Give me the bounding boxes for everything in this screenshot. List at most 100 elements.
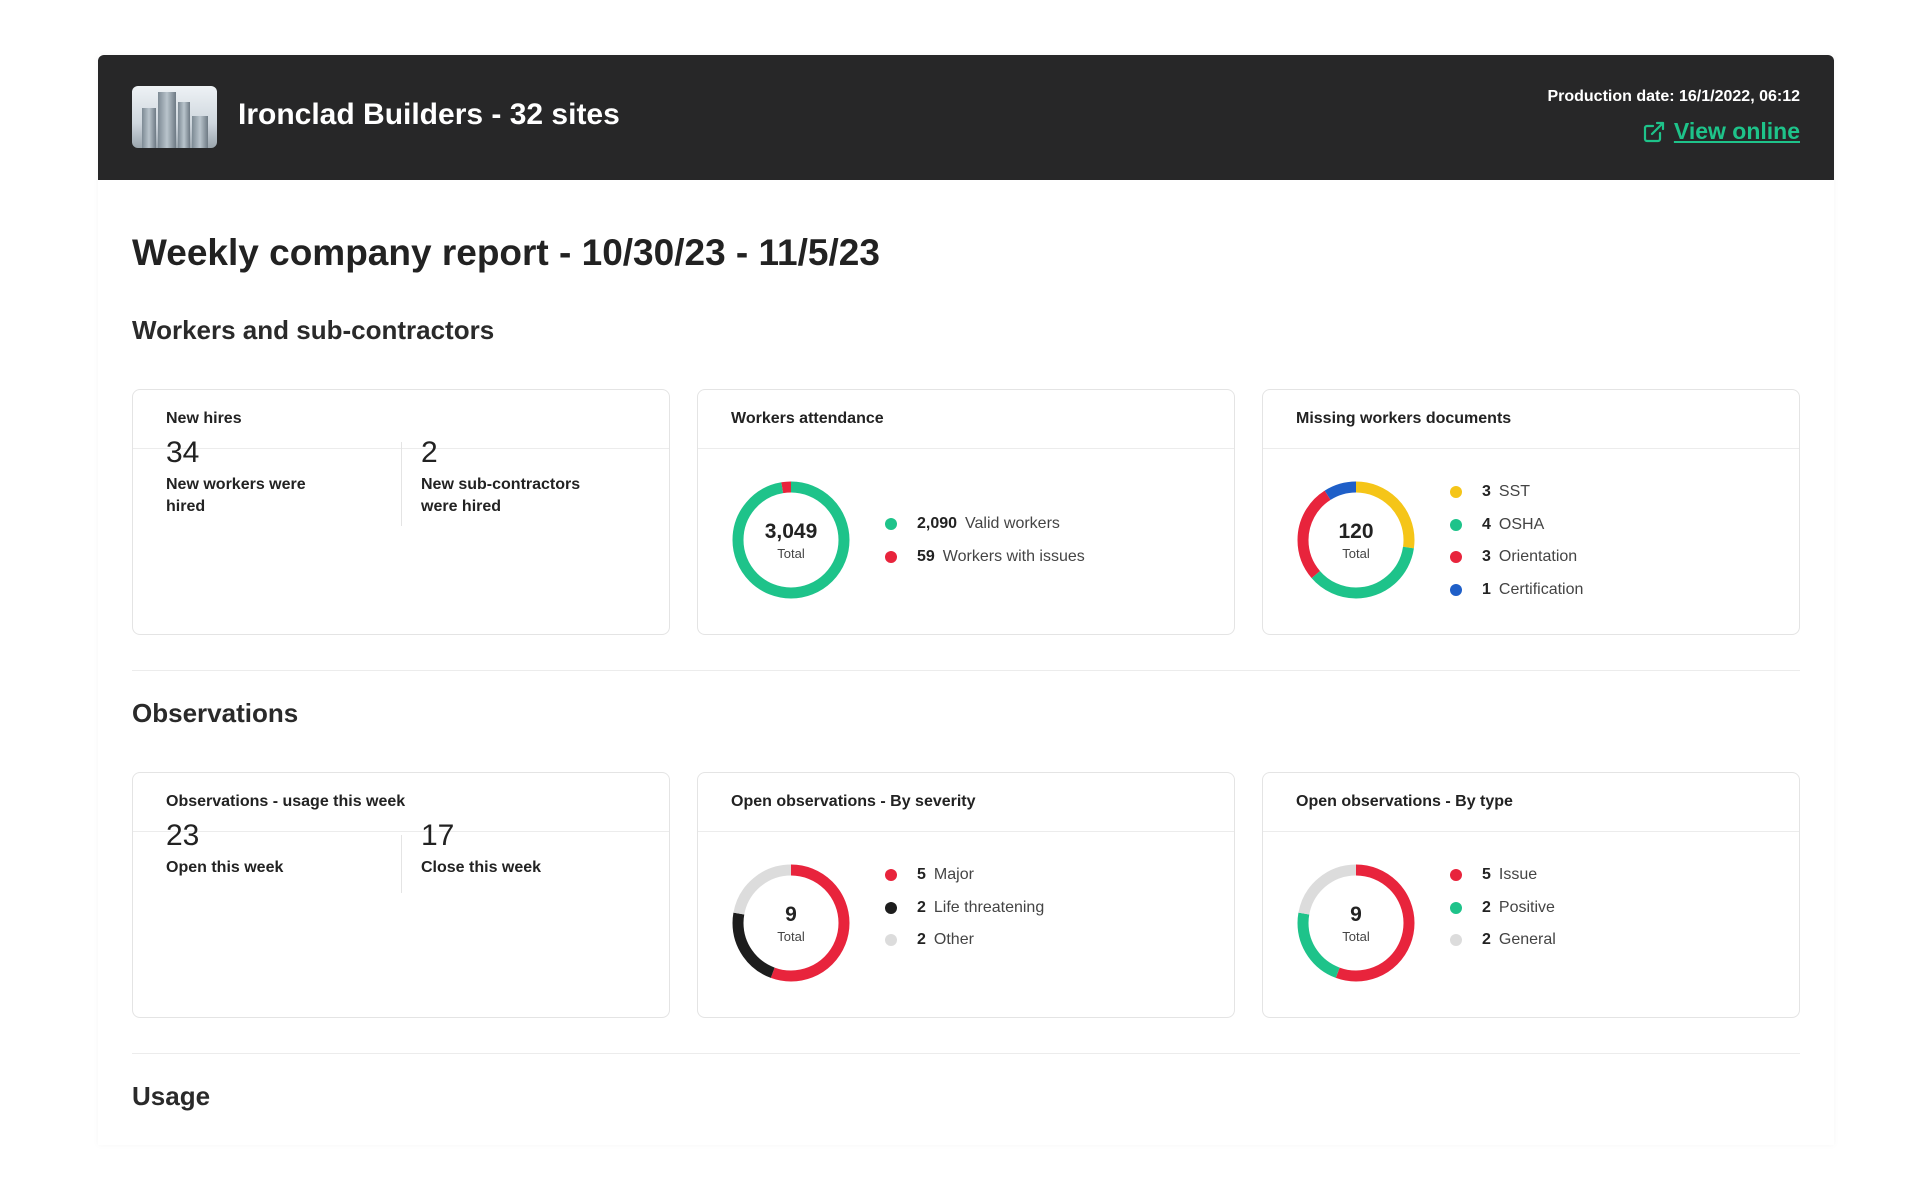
legend-value: 2	[1482, 898, 1491, 916]
type-legend: 5 Issue 2 Positive 2 General	[1450, 859, 1556, 957]
donut-segment-osha	[1297, 481, 1415, 599]
legend-label: Life threatening	[933, 898, 1045, 916]
missing-docs-legend: 3 SST 4 OSHA 3 Orientation 1 Certification	[1450, 476, 1583, 606]
attendance-legend: 2,090 Valid workers 59 Workers with issues	[885, 508, 1085, 573]
donut-center: 120 Total	[1296, 480, 1416, 600]
stat-label: Open this week	[166, 859, 284, 876]
workers-attendance-card: Workers attendance 3,049 Total 2,090 Vali…	[697, 389, 1235, 635]
legend-value: 2	[917, 931, 926, 949]
card-title: Workers attendance	[698, 390, 1234, 449]
legend-label: Workers with issues	[942, 547, 1085, 565]
stat-number: 2	[421, 436, 438, 469]
type-donut	[1297, 864, 1415, 982]
report-header: Ironclad Builders - 32 sites Production …	[98, 55, 1834, 180]
legend-dot-icon	[1450, 934, 1462, 947]
legend-dot-icon	[1450, 518, 1462, 531]
section-title-usage: Usage	[132, 1081, 211, 1111]
stat-number: 34	[166, 436, 200, 469]
donut-total-label: Total	[1342, 928, 1370, 944]
severity-donut	[732, 864, 850, 982]
legend-dot-icon	[1450, 486, 1462, 499]
legend-value: 5	[1482, 866, 1491, 884]
donut-total: 9	[785, 902, 797, 926]
legend-label: Other	[933, 931, 974, 949]
legend-item: 2,090 Valid workers	[885, 508, 1085, 541]
legend-item: 5 Issue	[1450, 859, 1556, 892]
legend-value: 2	[917, 898, 926, 916]
production-date: Production date: 16/1/2022, 06:12	[1547, 88, 1800, 105]
legend-value: 3	[1482, 548, 1491, 566]
stat-divider	[401, 442, 402, 526]
donut-total: 9	[1350, 902, 1362, 926]
severity-legend: 5 Major 2 Life threatening 2 Other	[885, 859, 1044, 957]
donut-segment-orientation	[1297, 481, 1415, 599]
legend-dot-icon	[885, 901, 897, 914]
legend-dot-icon	[1450, 583, 1462, 596]
legend-item: 59 Workers with issues	[885, 541, 1085, 574]
donut-segment-workers-with-issues	[732, 481, 850, 599]
legend-item: 3 SST	[1450, 476, 1583, 509]
legend-value: 1	[1482, 580, 1491, 598]
new-workers-stat: 34 New workers were hired	[166, 436, 336, 518]
new-subs-stat: 2 New sub-contractors were hired	[421, 436, 591, 518]
stat-number: 17	[421, 819, 455, 852]
company-logo	[132, 86, 217, 148]
legend-label: Valid workers	[965, 515, 1060, 533]
donut-total: 3,049	[764, 519, 818, 543]
legend-item: 4 OSHA	[1450, 509, 1583, 542]
new-hires-card: New hires 34 New workers were hired 2 Ne…	[132, 389, 670, 635]
view-online-link[interactable]: View online	[1642, 118, 1800, 145]
legend-value: 5	[917, 866, 926, 884]
close-this-week-stat: 17 Close this week	[421, 819, 591, 879]
report-title: Weekly company report - 10/30/23 - 11/5/…	[132, 232, 880, 273]
legend-label: General	[1498, 931, 1556, 949]
section-divider	[132, 1053, 1800, 1054]
donut-center: 9 Total	[1296, 863, 1416, 983]
legend-item: 2 Positive	[1450, 892, 1556, 925]
card-title: Observations - usage this week	[133, 773, 669, 832]
legend-dot-icon	[1450, 901, 1462, 914]
legend-value: 2	[1482, 931, 1491, 949]
donut-total-label: Total	[777, 545, 805, 561]
company-title: Ironclad Builders - 32 sites	[238, 98, 620, 131]
donut-segment-general	[1297, 864, 1415, 982]
external-link-icon	[1642, 120, 1666, 144]
stat-label: Close this week	[421, 859, 542, 876]
legend-dot-icon	[885, 518, 897, 531]
legend-label: Orientation	[1498, 548, 1578, 566]
legend-dot-icon	[885, 934, 897, 947]
legend-value: 59	[917, 547, 935, 565]
card-title: Open observations - By severity	[698, 773, 1234, 832]
donut-segment-life-threatening	[732, 864, 850, 982]
stat-label: New workers were hired	[166, 476, 306, 515]
legend-dot-icon	[1450, 869, 1462, 882]
attendance-donut	[732, 481, 850, 599]
donut-segment-positive	[1297, 864, 1415, 982]
legend-value: 4	[1482, 515, 1491, 533]
donut-center: 9 Total	[731, 863, 851, 983]
stat-divider	[401, 835, 402, 893]
legend-value: 2,090	[917, 515, 958, 533]
legend-dot-icon	[885, 550, 897, 563]
obs-severity-card: Open observations - By severity 9 Total …	[697, 772, 1235, 1018]
missing-docs-donut	[1297, 481, 1415, 599]
open-this-week-stat: 23 Open this week	[166, 819, 336, 879]
legend-dot-icon	[1450, 551, 1462, 564]
donut-total-label: Total	[1342, 545, 1370, 561]
legend-label: OSHA	[1498, 515, 1545, 533]
observations-usage-card: Observations - usage this week 23 Open t…	[132, 772, 670, 1018]
donut-total: 120	[1338, 519, 1374, 543]
legend-item: 3 Orientation	[1450, 541, 1583, 574]
stat-number: 23	[166, 819, 200, 852]
legend-dot-icon	[885, 869, 897, 882]
legend-label: Major	[933, 866, 974, 884]
card-title: Missing workers documents	[1263, 390, 1799, 449]
legend-item: 2 Other	[885, 924, 1044, 957]
donut-center: 3,049 Total	[731, 480, 851, 600]
legend-item: 2 Life threatening	[885, 892, 1044, 925]
view-online-label[interactable]: View online	[1673, 118, 1800, 144]
legend-label: Certification	[1498, 580, 1584, 598]
legend-label: Positive	[1498, 898, 1555, 916]
report-container: Ironclad Builders - 32 sites Production …	[98, 55, 1834, 1145]
donut-segment-certification	[1297, 481, 1415, 599]
